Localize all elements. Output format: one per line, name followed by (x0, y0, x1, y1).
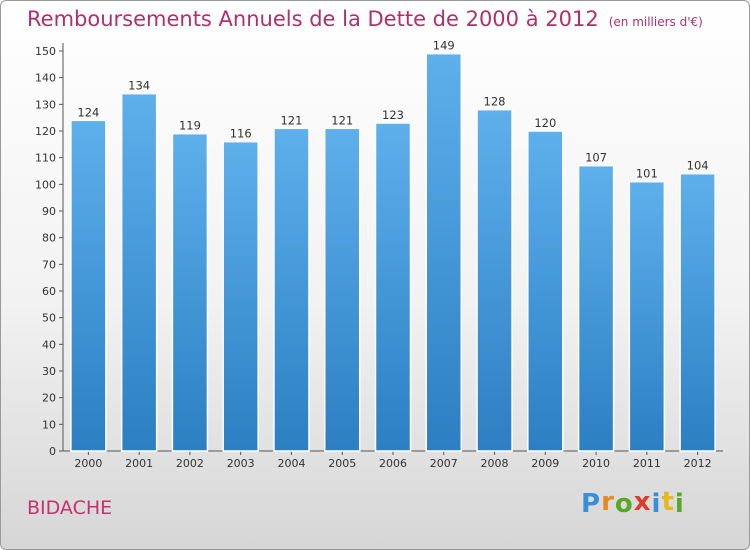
chart-title: Remboursements Annuels de la Dette de 20… (27, 7, 703, 31)
x-tick-label: 2003 (227, 457, 255, 470)
data-label: 101 (636, 167, 658, 181)
logo-letter: t (661, 487, 675, 517)
data-label: 124 (77, 105, 99, 119)
bar (120, 92, 158, 452)
logo-letter: i (674, 489, 685, 519)
x-tick-label: 2008 (481, 457, 509, 470)
bar (527, 130, 564, 452)
y-tick-label: 80 (42, 232, 56, 245)
x-tick-label: 2009 (531, 457, 559, 470)
x-tick-label: 2004 (277, 457, 305, 470)
y-tick-label: 40 (42, 338, 56, 351)
logo-letter: o (614, 489, 634, 519)
bar (577, 164, 615, 452)
place-name: BIDACHE (27, 497, 113, 519)
y-tick-label: 120 (35, 125, 56, 138)
x-tick-label: 2001 (125, 457, 153, 470)
data-label: 121 (280, 113, 302, 127)
y-tick-label: 90 (42, 205, 56, 218)
data-label: 121 (331, 113, 353, 127)
data-label: 119 (179, 119, 201, 133)
proxiti-logo: Proxiti (581, 487, 685, 519)
bar (628, 180, 666, 452)
y-tick-label: 150 (35, 45, 56, 58)
logo-letter: x (633, 487, 652, 517)
x-tick-label: 2002 (176, 457, 204, 470)
y-tick-label: 0 (49, 445, 56, 458)
logo-letter: r (601, 487, 615, 517)
y-tick-label: 70 (42, 258, 56, 271)
y-tick-label: 60 (42, 285, 56, 298)
bar (70, 119, 107, 452)
title-text: Remboursements Annuels de la Dette de 20… (27, 7, 599, 31)
bar (425, 52, 463, 452)
y-tick-label: 110 (35, 152, 56, 165)
y-tick-label: 140 (35, 72, 56, 85)
bar (222, 140, 259, 452)
logo-letter: i (651, 489, 662, 519)
x-tick-label: 2011 (633, 457, 661, 470)
bar (476, 108, 513, 452)
y-tick-label: 130 (35, 98, 56, 111)
chart-labels: 124 2000 134 2001 119 2002 116 2003 121 2004 121 20… (74, 39, 711, 470)
bar (171, 132, 209, 452)
data-label: 128 (484, 95, 506, 109)
chart-bars (70, 52, 716, 452)
chart-subtitle: (en milliers d'€) (608, 15, 703, 29)
x-tick-label: 2006 (379, 457, 407, 470)
x-tick-label: 2010 (582, 457, 610, 470)
y-tick-label: 20 (42, 392, 56, 405)
bar (679, 172, 716, 452)
y-tick-label: 10 (42, 418, 56, 431)
data-label: 104 (687, 159, 709, 173)
data-label: 123 (382, 108, 404, 122)
logo-letter: P (581, 489, 602, 519)
y-tick-label: 100 (35, 178, 56, 191)
x-tick-label: 2007 (430, 457, 458, 470)
x-tick-label: 2005 (328, 457, 356, 470)
y-tick-label: 50 (42, 312, 56, 325)
bar (374, 122, 412, 452)
y-tick-label: 30 (42, 365, 56, 378)
data-label: 116 (230, 127, 252, 141)
bar (273, 127, 310, 452)
x-tick-label: 2000 (74, 457, 102, 470)
data-label: 107 (585, 151, 607, 165)
bar (323, 127, 361, 452)
data-label: 134 (128, 79, 150, 93)
chart-axes: 0 10 20 30 40 50 60 70 80 90 100 110 120 130 140 150 (35, 43, 723, 458)
data-label: 120 (534, 116, 556, 130)
x-tick-label: 2012 (684, 457, 712, 470)
data-label: 149 (433, 39, 455, 53)
